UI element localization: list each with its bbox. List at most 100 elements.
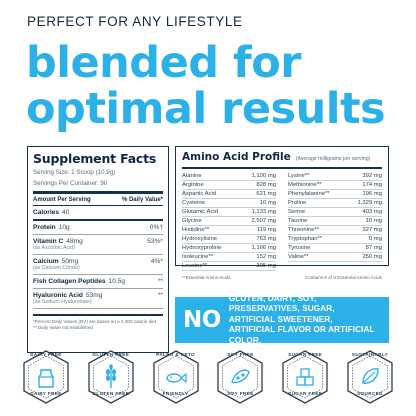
amount-header: Amount Per Serving	[33, 197, 91, 203]
badge-sugar-free: SUGAR FREE SUGAR FREE	[281, 350, 329, 404]
amino-acid-name: Cysteine	[182, 200, 205, 206]
amino-acid-row: Histidine** 119 mg	[182, 226, 276, 235]
amino-acid-value: 828 mg	[256, 182, 276, 188]
amino-acid-row: Methionine** 174 mg	[288, 181, 382, 190]
badge-top-label: SUSTAINABLY	[351, 352, 389, 357]
amino-acid-value: 2,507 mg	[251, 218, 276, 224]
tagline: PERFECT FOR ANY LIFESTYLE	[27, 14, 243, 29]
daily-value: 0%†	[149, 224, 163, 231]
supplement-facts-panel: Supplement Facts Serving Size: 1 Scoop (…	[27, 146, 169, 353]
amino-acid-name: Alanine	[182, 173, 202, 179]
amino-acid-value: 305 mg	[256, 263, 276, 269]
nutrient-cell: Vitamin C 48mg (as Ascorbic Acid)	[33, 238, 83, 251]
amino-acid-row: Hydroxyproline 1,166 mg	[182, 244, 276, 253]
amino-acid-footnote: **Essential Amino Acids Contains 8 of 9 …	[182, 275, 382, 280]
footnote-not-established: ** Daily Value not established	[33, 325, 93, 330]
supplement-row: Hyaluronic Acid 53mg (as Sodium Hyaluronat…	[33, 289, 163, 309]
supplement-row: Protein 10g 0%†	[33, 221, 163, 235]
amino-acid-value: 87 mg	[365, 245, 382, 251]
amino-acid-name: Phenylalanine**	[288, 191, 330, 197]
amino-acid-row: Tryptophan** 0 mg	[288, 235, 382, 244]
amino-acid-header: Amino Acid Profile (Average milligrams p…	[182, 151, 382, 169]
amino-acid-row: Isoleucine** 152 mg	[182, 253, 276, 262]
milk-carton-icon	[23, 350, 69, 404]
daily-value: 4%*	[150, 258, 163, 265]
badge-soy-free: SOY FREE SOY FREE	[216, 350, 264, 404]
badge-top-label: SUGAR FREE	[288, 352, 323, 357]
nutrient-cell: Hyaluronic Acid 53mg (as Sodium Hyaluronat…	[33, 292, 102, 305]
daily-value: **	[157, 278, 163, 285]
amino-acid-value: 10 mg	[259, 200, 276, 206]
supplement-row: Calories 40	[33, 206, 163, 221]
nutrient-amount: 50mg	[61, 258, 79, 265]
amino-acid-value: 621 mg	[256, 191, 276, 197]
footnote-dv: *Percent Daily Values (DV) are based on …	[33, 319, 156, 324]
amino-acid-row: Proline 1,329 mg	[288, 199, 382, 208]
badge-row: DAIRY FREE DAIRY FREE GLUTEN FREE GLUTEN FR…	[22, 350, 394, 404]
amino-acid-value: 392 mg	[362, 173, 382, 179]
amino-acid-name: Tryptophan**	[288, 236, 323, 242]
servings-per-container: Servings Per Container: 90	[33, 180, 108, 187]
headline: blended for optimal results	[26, 38, 386, 134]
amino-acid-value: 1,133 mg	[251, 209, 276, 215]
supplement-row: Vitamin C 48mg (as Ascorbic Acid) 53%*	[33, 235, 163, 255]
amino-acid-row: Tyrosine 87 mg	[288, 244, 382, 253]
amino-acid-row: Valine** 250 mg	[288, 253, 382, 262]
amino-footnote-left: **Essential Amino Acids	[182, 275, 231, 280]
amino-acid-name: Hydroxyproline	[182, 245, 222, 251]
badge-bottom-label: DAIRY FREE	[30, 391, 62, 396]
nutrient-name: Vitamin C	[33, 238, 64, 245]
amino-acid-row: Serine 403 mg	[288, 208, 382, 217]
amino-acid-name: Aspartic Acid	[182, 191, 217, 197]
amino-acid-value: 763 mg	[256, 236, 276, 242]
nutrient-cell: Protein 10g	[33, 224, 70, 231]
supplement-row: Fish Collagen Peptides 10.5g **	[33, 275, 163, 289]
amino-acid-name: Isoleucine**	[182, 254, 214, 260]
nutrient-amount: 53mg	[85, 292, 103, 299]
amino-acid-row: Alanine 1,100 mg	[182, 172, 276, 181]
amino-acid-row: Aspartic Acid 621 mg	[182, 190, 276, 199]
amino-acid-value: 152 mg	[256, 254, 276, 260]
nutrient-cell: Calories 40	[33, 209, 69, 216]
amino-acid-name: Taurine	[288, 218, 308, 224]
nutrient-name: Calories	[33, 209, 60, 216]
nutrient-name: Hyaluronic Acid	[33, 292, 83, 299]
badge-top-label: PALEO & KETO	[156, 352, 196, 357]
amino-acid-name: Serine	[288, 209, 306, 215]
daily-value: 53%*	[147, 238, 163, 245]
sugar-cubes-icon	[282, 350, 328, 404]
serving-size: Serving Size: 1 Scoop (10.9g)	[33, 169, 116, 176]
fish-icon	[152, 350, 199, 404]
amino-acid-row: Phenylalanine** 196 mg	[288, 190, 382, 199]
nutrient-amount: 10.5g	[108, 278, 126, 285]
dv-header: % Daily Value*	[121, 197, 163, 203]
amino-acid-row: Lysine** 392 mg	[288, 172, 382, 181]
badge-top-label: DAIRY FREE	[30, 352, 62, 357]
badge-bottom-label: GLUTEN FREE	[92, 391, 130, 396]
nutrient-cell: Fish Collagen Peptides 10.5g	[33, 278, 125, 285]
amino-acid-name: Lysine**	[288, 173, 310, 179]
amino-acid-name: Histidine**	[182, 227, 210, 233]
amino-acid-name: Glutamic Acid	[182, 209, 219, 215]
amino-acid-value: 327 mg	[362, 227, 382, 233]
nutrient-name: Fish Collagen Peptides	[33, 278, 106, 285]
amino-acid-row: Taurine 10 mg	[288, 217, 382, 226]
daily-value: **	[157, 292, 163, 299]
amino-acid-title: Amino Acid Profile	[182, 151, 291, 163]
amino-acid-name: Leucine**	[182, 263, 208, 269]
no-allergens-text: GLUTEN, DAIRY, SOY, PRESERVATIVES, SUGAR…	[228, 293, 375, 345]
badge-bottom-label: SOURCED	[357, 391, 383, 396]
amino-acid-column-right: Lysine** 392 mg Methionine** 174 mg Phenylal…	[288, 172, 382, 271]
nutrient-source: (as Ascorbic Acid)	[33, 245, 76, 251]
amino-acid-row: Glycine 2,507 mg	[182, 217, 276, 226]
amino-acid-name: Glycine	[182, 218, 202, 224]
amino-acid-row: Glutamic Acid 1,133 mg	[182, 208, 276, 217]
amino-acid-value: 1,329 mg	[357, 200, 382, 206]
badge-top-label: SOY FREE	[227, 352, 254, 357]
nutrient-name: Calcium	[33, 258, 59, 265]
amino-acid-name: Hydroxylisine	[182, 236, 218, 242]
supplement-facts-footnote: *Percent Daily Values (DV) are based on …	[33, 314, 163, 331]
leaf-icon	[347, 350, 393, 404]
amino-acid-row: Leucine** 305 mg	[182, 262, 276, 271]
amino-acid-row: Arginine 828 mg	[182, 181, 276, 190]
